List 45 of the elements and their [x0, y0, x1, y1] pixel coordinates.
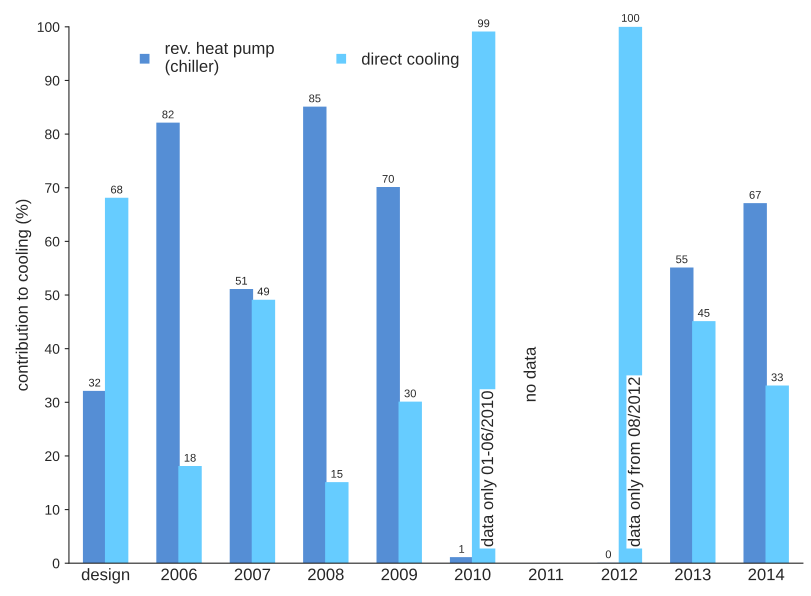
data-label: 18 [184, 454, 196, 462]
x-tick-label: 2014 [748, 568, 784, 580]
data-label: 1 [459, 545, 464, 553]
y-tick-label: 10 [46, 504, 60, 515]
x-tick-label: 2013 [675, 568, 711, 580]
x-tick-label: design [82, 568, 130, 584]
data-label: 55 [676, 255, 688, 264]
y-tick-label: 20 [45, 451, 60, 462]
legend-label: direct cooling [362, 52, 458, 68]
x-tick-label: 2011 [528, 568, 564, 580]
data-label: 32 [88, 378, 100, 387]
x-tick-label: 2006 [161, 568, 197, 580]
data-label: 49 [258, 288, 270, 296]
data-label: 100 [622, 14, 640, 22]
x-tick-label: 2009 [382, 568, 417, 580]
data-label: 15 [331, 470, 343, 478]
y-tick-label: 0 [52, 558, 60, 568]
data-label: 85 [309, 94, 321, 102]
data-label: 0 [606, 550, 612, 558]
y-tick-label: 50 [45, 290, 60, 300]
data-label: 99 [478, 19, 490, 28]
y-tick-label: 90 [45, 76, 60, 86]
data-label: 68 [111, 186, 122, 194]
y-tick-label: 40 [44, 344, 60, 354]
data-label: 51 [236, 276, 248, 285]
data-label: 33 [771, 373, 783, 382]
y-tick-label: 80 [45, 129, 60, 140]
annotation: data only 01-06/2010 [480, 391, 497, 546]
y-tick-label: 100 [38, 22, 60, 32]
x-tick-label: 2007 [234, 568, 270, 580]
data-label: 82 [162, 110, 174, 118]
legend-label: rev. heat pump (chiller) [166, 42, 274, 76]
annotation: no data [524, 346, 536, 402]
y-axis-title: contribution to cooling (%) [16, 200, 32, 391]
x-tick-label: 2008 [308, 568, 344, 580]
data-label: 30 [404, 389, 416, 398]
x-tick-label: 2010 [454, 568, 490, 580]
y-tick-label: 60 [45, 236, 60, 247]
data-label: 67 [750, 190, 761, 199]
x-tick-label: 2012 [602, 568, 638, 580]
y-tick-label: 30 [44, 398, 60, 408]
data-label: 70 [382, 174, 394, 183]
data-label: 45 [698, 309, 710, 317]
y-tick-label: 70 [45, 183, 60, 193]
annotation: data only from 08/2012 [628, 377, 644, 546]
